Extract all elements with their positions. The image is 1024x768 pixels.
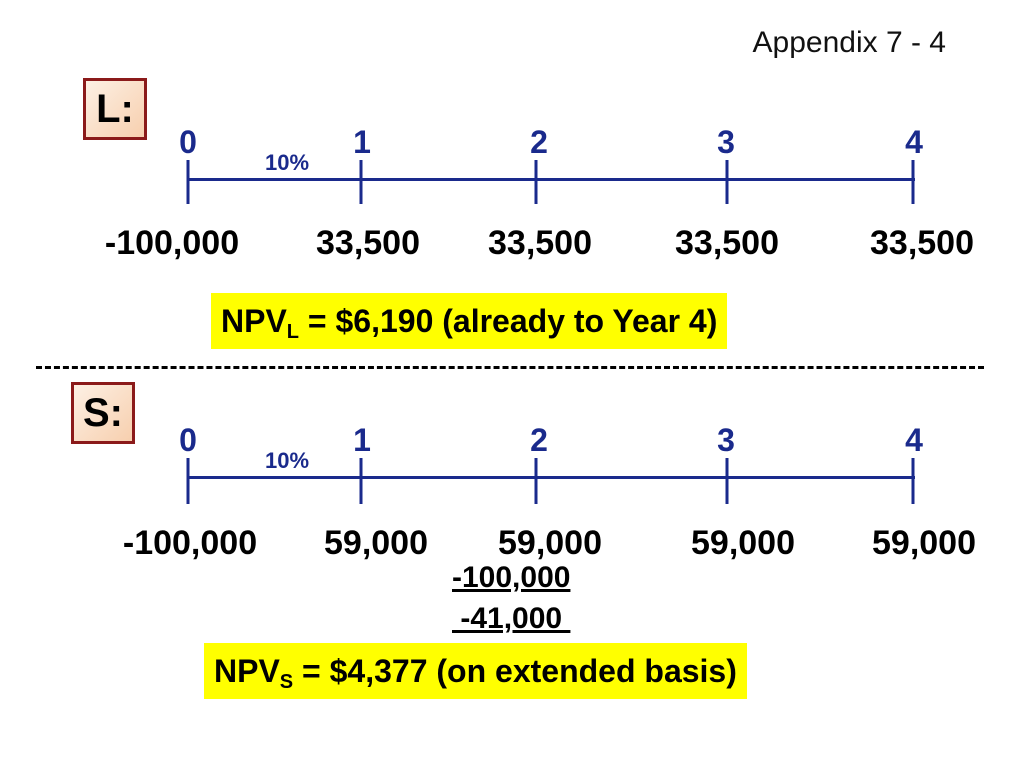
timeline-tick xyxy=(359,458,363,504)
cash-flow-4: 59,000 xyxy=(872,524,976,562)
npv-value-text: = $6,190 (already to Year 4) xyxy=(299,303,718,339)
timeline-tick xyxy=(359,160,363,204)
project-s-label: S: xyxy=(71,382,135,444)
period-2-label: 2 xyxy=(530,422,548,458)
discount-rate-label: 10% xyxy=(265,448,310,473)
npv-subscript: L xyxy=(286,321,300,343)
timeline-tick xyxy=(725,160,729,204)
period-4-label: 4 xyxy=(905,422,923,458)
timeline-tick xyxy=(534,458,538,504)
npv-l-result: NPVL = $6,190 (already to Year 4) xyxy=(211,293,728,349)
timeline-tick xyxy=(186,160,190,204)
section-divider xyxy=(36,366,984,369)
period-2-label: 2 xyxy=(530,124,548,160)
cash-flow-0: -100,000 xyxy=(104,224,240,262)
reinvestment-net: -41,000 xyxy=(452,602,571,635)
npv-prefix: NPV xyxy=(214,653,280,689)
project-l-label: L: xyxy=(83,78,147,140)
discount-rate-label: 10% xyxy=(265,150,310,175)
cash-flow-1: 33,500 xyxy=(316,224,420,262)
period-3-label: 3 xyxy=(717,422,735,458)
cash-flow-1: 59,000 xyxy=(324,524,428,562)
timeline-axis xyxy=(188,178,915,181)
npv-subscript: S xyxy=(279,671,294,693)
period-0-label: 0 xyxy=(179,124,197,160)
npv-prefix: NPV xyxy=(221,303,287,339)
period-3-label: 3 xyxy=(717,124,735,160)
npv-s-result: NPVS = $4,377 (on extended basis) xyxy=(204,643,747,699)
cash-flow-4: 33,500 xyxy=(870,224,974,262)
npv-value-text: = $4,377 (on extended basis) xyxy=(293,653,737,689)
reinvestment-cost: -100,000 xyxy=(452,561,571,594)
cash-flow-2: 33,500 xyxy=(488,224,592,262)
period-1-label: 1 xyxy=(353,422,371,458)
timeline-tick xyxy=(186,458,190,504)
cash-flow-2: 59,000 xyxy=(498,524,602,562)
period-4-label: 4 xyxy=(905,124,923,160)
cash-flow-3: 59,000 xyxy=(691,524,795,562)
timeline-tick xyxy=(911,160,915,204)
timeline-tick xyxy=(534,160,538,204)
timeline-tick xyxy=(725,458,729,504)
slide-header: Appendix 7 - 4 xyxy=(752,26,946,59)
timeline-tick xyxy=(911,458,915,504)
cash-flow-3: 33,500 xyxy=(675,224,779,262)
timeline-axis xyxy=(188,476,915,479)
period-1-label: 1 xyxy=(353,124,371,160)
period-0-label: 0 xyxy=(179,422,197,458)
cash-flow-0: -100,000 xyxy=(122,524,258,562)
